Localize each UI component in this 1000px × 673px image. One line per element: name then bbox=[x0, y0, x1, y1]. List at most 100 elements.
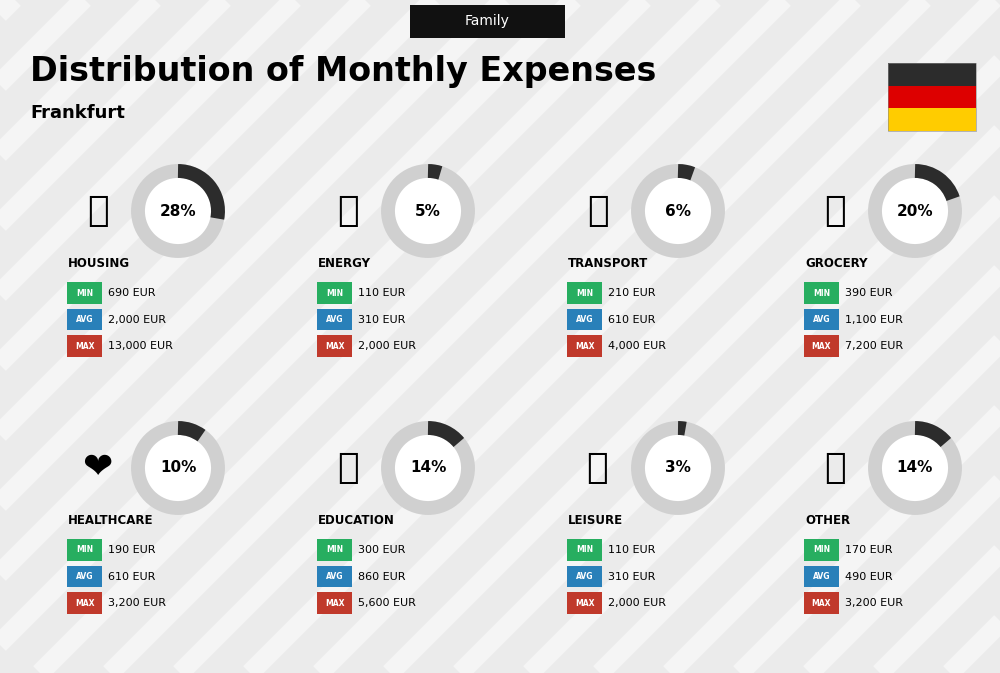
Text: 🏢: 🏢 bbox=[87, 194, 109, 228]
FancyBboxPatch shape bbox=[317, 282, 352, 304]
Text: MAX: MAX bbox=[575, 341, 594, 351]
Text: 🎓: 🎓 bbox=[337, 451, 359, 485]
FancyBboxPatch shape bbox=[317, 592, 352, 614]
Text: LEISURE: LEISURE bbox=[568, 513, 623, 526]
Text: 860 EUR: 860 EUR bbox=[358, 571, 406, 581]
Text: 300 EUR: 300 EUR bbox=[358, 545, 405, 555]
FancyBboxPatch shape bbox=[317, 566, 352, 588]
Circle shape bbox=[138, 171, 218, 251]
Text: 690 EUR: 690 EUR bbox=[108, 288, 156, 298]
Text: 28%: 28% bbox=[160, 203, 196, 219]
FancyBboxPatch shape bbox=[567, 309, 602, 330]
Text: 10%: 10% bbox=[160, 460, 196, 476]
Text: AVG: AVG bbox=[576, 315, 593, 324]
Text: 490 EUR: 490 EUR bbox=[845, 571, 893, 581]
Text: MIN: MIN bbox=[76, 546, 93, 555]
FancyBboxPatch shape bbox=[67, 566, 102, 588]
Text: AVG: AVG bbox=[326, 572, 343, 581]
Text: HOUSING: HOUSING bbox=[68, 256, 130, 269]
Text: 4,000 EUR: 4,000 EUR bbox=[608, 341, 666, 351]
Text: 🛍️: 🛍️ bbox=[587, 451, 609, 485]
Text: 390 EUR: 390 EUR bbox=[845, 288, 893, 298]
Circle shape bbox=[388, 428, 468, 508]
FancyBboxPatch shape bbox=[567, 539, 602, 561]
Text: EDUCATION: EDUCATION bbox=[318, 513, 395, 526]
FancyBboxPatch shape bbox=[804, 309, 839, 330]
Text: 3%: 3% bbox=[665, 460, 691, 476]
Text: 2,000 EUR: 2,000 EUR bbox=[358, 341, 416, 351]
FancyBboxPatch shape bbox=[67, 282, 102, 304]
Text: OTHER: OTHER bbox=[805, 513, 850, 526]
FancyBboxPatch shape bbox=[804, 566, 839, 588]
Text: 13,000 EUR: 13,000 EUR bbox=[108, 341, 173, 351]
Text: MIN: MIN bbox=[813, 546, 830, 555]
FancyBboxPatch shape bbox=[317, 539, 352, 561]
Text: 310 EUR: 310 EUR bbox=[608, 571, 655, 581]
FancyBboxPatch shape bbox=[567, 566, 602, 588]
Text: 110 EUR: 110 EUR bbox=[358, 288, 405, 298]
FancyBboxPatch shape bbox=[804, 335, 839, 357]
Text: 🛒: 🛒 bbox=[824, 194, 846, 228]
Text: MAX: MAX bbox=[812, 341, 831, 351]
Text: 👛: 👛 bbox=[824, 451, 846, 485]
Text: MAX: MAX bbox=[812, 598, 831, 608]
Text: 610 EUR: 610 EUR bbox=[108, 571, 155, 581]
Text: MIN: MIN bbox=[326, 546, 343, 555]
FancyBboxPatch shape bbox=[67, 309, 102, 330]
Text: AVG: AVG bbox=[576, 572, 593, 581]
Circle shape bbox=[638, 171, 718, 251]
Circle shape bbox=[875, 428, 955, 508]
Text: 7,200 EUR: 7,200 EUR bbox=[845, 341, 903, 351]
Text: ENERGY: ENERGY bbox=[318, 256, 371, 269]
Text: MIN: MIN bbox=[326, 289, 343, 297]
FancyBboxPatch shape bbox=[567, 592, 602, 614]
Text: MIN: MIN bbox=[76, 289, 93, 297]
FancyBboxPatch shape bbox=[67, 592, 102, 614]
Text: 14%: 14% bbox=[410, 460, 446, 476]
Circle shape bbox=[388, 171, 468, 251]
Text: AVG: AVG bbox=[813, 572, 830, 581]
FancyBboxPatch shape bbox=[567, 335, 602, 357]
Text: MAX: MAX bbox=[325, 341, 344, 351]
Text: 110 EUR: 110 EUR bbox=[608, 545, 655, 555]
Text: AVG: AVG bbox=[76, 572, 93, 581]
Text: 5,600 EUR: 5,600 EUR bbox=[358, 598, 416, 608]
Text: 14%: 14% bbox=[897, 460, 933, 476]
FancyBboxPatch shape bbox=[804, 282, 839, 304]
Text: AVG: AVG bbox=[813, 315, 830, 324]
Circle shape bbox=[638, 428, 718, 508]
FancyBboxPatch shape bbox=[804, 592, 839, 614]
Text: MAX: MAX bbox=[575, 598, 594, 608]
Text: 2,000 EUR: 2,000 EUR bbox=[108, 314, 166, 324]
FancyBboxPatch shape bbox=[67, 335, 102, 357]
Text: GROCERY: GROCERY bbox=[805, 256, 868, 269]
FancyBboxPatch shape bbox=[67, 539, 102, 561]
Text: TRANSPORT: TRANSPORT bbox=[568, 256, 648, 269]
Text: 610 EUR: 610 EUR bbox=[608, 314, 655, 324]
FancyBboxPatch shape bbox=[317, 309, 352, 330]
Circle shape bbox=[138, 428, 218, 508]
FancyBboxPatch shape bbox=[888, 85, 976, 108]
FancyBboxPatch shape bbox=[567, 282, 602, 304]
Text: 3,200 EUR: 3,200 EUR bbox=[845, 598, 903, 608]
Text: ❤️: ❤️ bbox=[83, 451, 113, 485]
FancyBboxPatch shape bbox=[888, 63, 976, 85]
Text: AVG: AVG bbox=[76, 315, 93, 324]
Text: 2,000 EUR: 2,000 EUR bbox=[608, 598, 666, 608]
Text: 170 EUR: 170 EUR bbox=[845, 545, 893, 555]
Circle shape bbox=[875, 171, 955, 251]
Text: MAX: MAX bbox=[325, 598, 344, 608]
Text: 🔌: 🔌 bbox=[337, 194, 359, 228]
Text: MIN: MIN bbox=[576, 546, 593, 555]
Text: Family: Family bbox=[465, 15, 510, 28]
FancyBboxPatch shape bbox=[410, 5, 565, 38]
Text: 210 EUR: 210 EUR bbox=[608, 288, 656, 298]
Text: HEALTHCARE: HEALTHCARE bbox=[68, 513, 154, 526]
Text: MIN: MIN bbox=[576, 289, 593, 297]
Text: AVG: AVG bbox=[326, 315, 343, 324]
Text: MAX: MAX bbox=[75, 598, 94, 608]
FancyBboxPatch shape bbox=[888, 108, 976, 131]
Text: MIN: MIN bbox=[813, 289, 830, 297]
Text: 310 EUR: 310 EUR bbox=[358, 314, 405, 324]
Text: 6%: 6% bbox=[665, 203, 691, 219]
